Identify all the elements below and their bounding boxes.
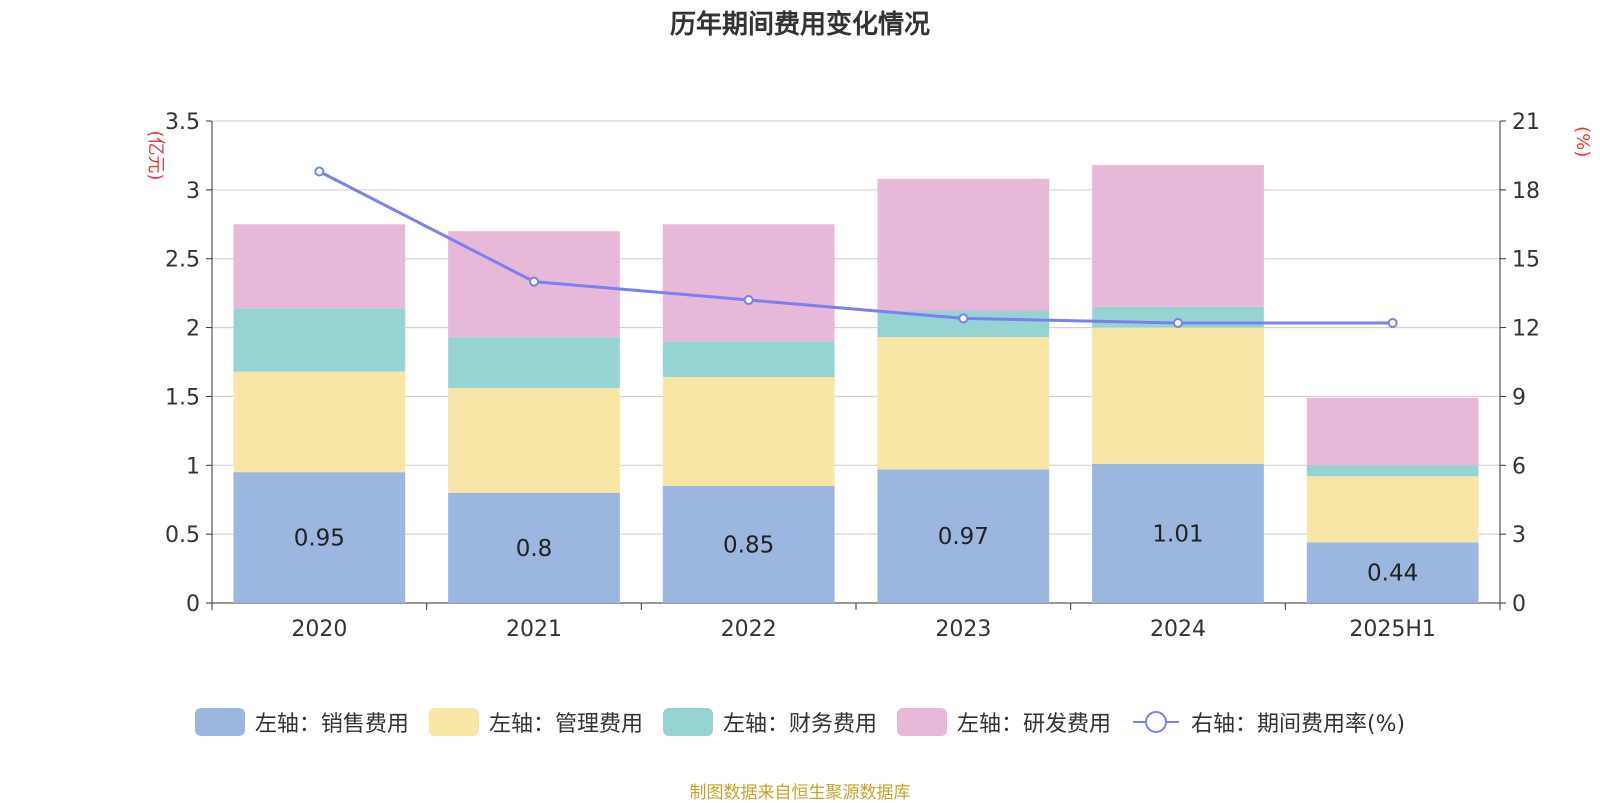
y-left-axis-label: (亿元) xyxy=(145,130,166,180)
legend-label: 左轴：财务费用 xyxy=(722,712,877,737)
bar-segment xyxy=(233,224,406,309)
bar-segment xyxy=(233,472,406,603)
bar-segment xyxy=(1306,465,1479,477)
y-right-tick-label: 9 xyxy=(1512,385,1526,410)
line-point xyxy=(529,276,539,287)
legend-swatch xyxy=(896,708,947,736)
x-tick-label: 2024 xyxy=(1150,617,1206,642)
bar-segment xyxy=(662,224,835,342)
bar-segment xyxy=(1092,165,1264,307)
chart-title: 历年期间费用变化情况 xyxy=(669,10,930,40)
line-series xyxy=(318,170,1393,325)
legend-item[interactable]: 左轴：研发费用 xyxy=(896,706,1111,738)
bar-segment xyxy=(1092,463,1264,603)
bar-data-label: 0.95 xyxy=(294,526,345,552)
legend-swatch xyxy=(428,708,479,736)
legend-line-icon xyxy=(1132,711,1179,733)
bar-segment xyxy=(233,308,406,372)
y-left-tick-label: 3.5 xyxy=(165,110,200,135)
bar-data-label: 0.8 xyxy=(516,536,553,562)
y-left-tick-label: 0 xyxy=(186,592,200,617)
y-right-tick-label: 15 xyxy=(1512,248,1540,273)
bar-segment xyxy=(662,485,835,603)
y-right-tick-label: 0 xyxy=(1512,592,1526,617)
legend-label: 左轴：管理费用 xyxy=(488,712,643,737)
bar-segment xyxy=(662,341,835,378)
legend-swatch xyxy=(194,708,245,736)
bar-segment xyxy=(233,371,406,473)
bar-data-label: 0.85 xyxy=(723,532,774,558)
legend-label: 左轴：研发费用 xyxy=(956,712,1111,737)
line-point xyxy=(743,295,754,306)
x-tick-label: 2025H1 xyxy=(1349,617,1436,642)
y-right-tick-label: 3 xyxy=(1512,523,1526,548)
bar-data-label: 1.01 xyxy=(1152,521,1203,547)
y-left-tick-label: 2 xyxy=(186,317,200,342)
bar-segment xyxy=(877,337,1050,470)
bar-segment xyxy=(662,377,835,486)
legend-item[interactable]: 左轴：销售费用 xyxy=(194,706,409,738)
bar-segment xyxy=(1306,476,1479,543)
legend-label: 左轴：销售费用 xyxy=(254,712,409,737)
y-left-tick-label: 1.5 xyxy=(165,385,200,410)
bar-segment xyxy=(1092,327,1264,464)
line-point xyxy=(958,313,969,324)
y-right-tick-label: 18 xyxy=(1512,179,1540,204)
y-right-tick-label: 21 xyxy=(1512,110,1540,135)
bar-data-label: 0.97 xyxy=(938,524,989,550)
legend-item[interactable]: 左轴：管理费用 xyxy=(428,706,643,738)
legend-item[interactable]: 右轴：期间费用率(%) xyxy=(1131,706,1405,738)
y-left-tick-label: 1 xyxy=(186,454,200,479)
x-tick-label: 2022 xyxy=(721,617,777,642)
bar-segment xyxy=(877,469,1050,603)
bar-segment xyxy=(877,178,1050,312)
legend-item[interactable]: 左轴：财务费用 xyxy=(662,706,877,738)
x-tick-label: 2020 xyxy=(291,617,347,642)
bar-segment xyxy=(448,492,620,603)
legend-swatch xyxy=(662,708,713,736)
source-note: 制图数据来自恒生聚源数据库 xyxy=(689,783,911,803)
line-point xyxy=(1173,317,1183,328)
chart-legend: 左轴：销售费用 左轴：管理费用 左轴：财务费用 左轴：研发费用 右轴：期间费用率(%) xyxy=(0,706,1600,738)
bar-segment xyxy=(448,337,620,389)
bar-segment xyxy=(1306,542,1479,603)
line-point xyxy=(1387,317,1398,328)
y-left-tick-label: 2.5 xyxy=(165,248,200,273)
y-right-tick-label: 12 xyxy=(1512,317,1540,342)
bar-segment xyxy=(1306,397,1479,466)
y-left-tick-label: 0.5 xyxy=(165,523,200,548)
bar-data-label: 0.44 xyxy=(1367,561,1418,587)
x-tick-label: 2023 xyxy=(935,617,991,642)
y-right-tick-label: 6 xyxy=(1512,454,1526,479)
line-point xyxy=(314,166,325,177)
y-left-tick-label: 3 xyxy=(186,179,200,204)
legend-label: 右轴：期间费用率(%) xyxy=(1190,712,1406,737)
y-right-axis-label: (%) xyxy=(1572,126,1593,157)
bar-segment xyxy=(448,388,620,493)
x-tick-label: 2021 xyxy=(506,617,562,642)
